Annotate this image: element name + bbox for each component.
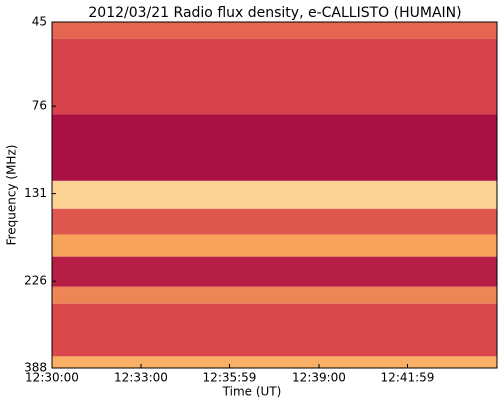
y-tick-label: 226: [24, 274, 47, 288]
x-tick-label: 12:30:00: [25, 371, 79, 385]
chart-title: 2012/03/21 Radio flux density, e-CALLIST…: [88, 5, 461, 21]
spectrogram-band: [52, 256, 497, 287]
spectrogram-band: [52, 22, 497, 39]
y-tick-label: 45: [32, 15, 47, 29]
y-tick-label: 131: [24, 186, 47, 200]
y-axis-label: Frequency (MHz): [5, 145, 19, 246]
spectrogram-band: [52, 356, 497, 368]
x-tick-label: 12:35:59: [203, 371, 257, 385]
y-tick-label: 76: [32, 99, 47, 113]
spectrogram-band: [52, 208, 497, 235]
spectrogram-band: [52, 234, 497, 257]
spectrogram-band: [52, 303, 497, 357]
plot-frame: [51, 21, 498, 369]
x-tick-label: 12:39:00: [292, 371, 346, 385]
spectrogram-band: [52, 114, 497, 181]
x-tick-label: 12:33:00: [114, 371, 168, 385]
y-tick-label: 388: [24, 361, 47, 375]
x-axis-label: Time (UT): [222, 385, 282, 399]
spectrogram-band: [52, 38, 497, 115]
x-tick-label: 12:41:59: [381, 371, 435, 385]
spectrogram-band: [52, 180, 497, 209]
spectrogram-band: [52, 286, 497, 304]
